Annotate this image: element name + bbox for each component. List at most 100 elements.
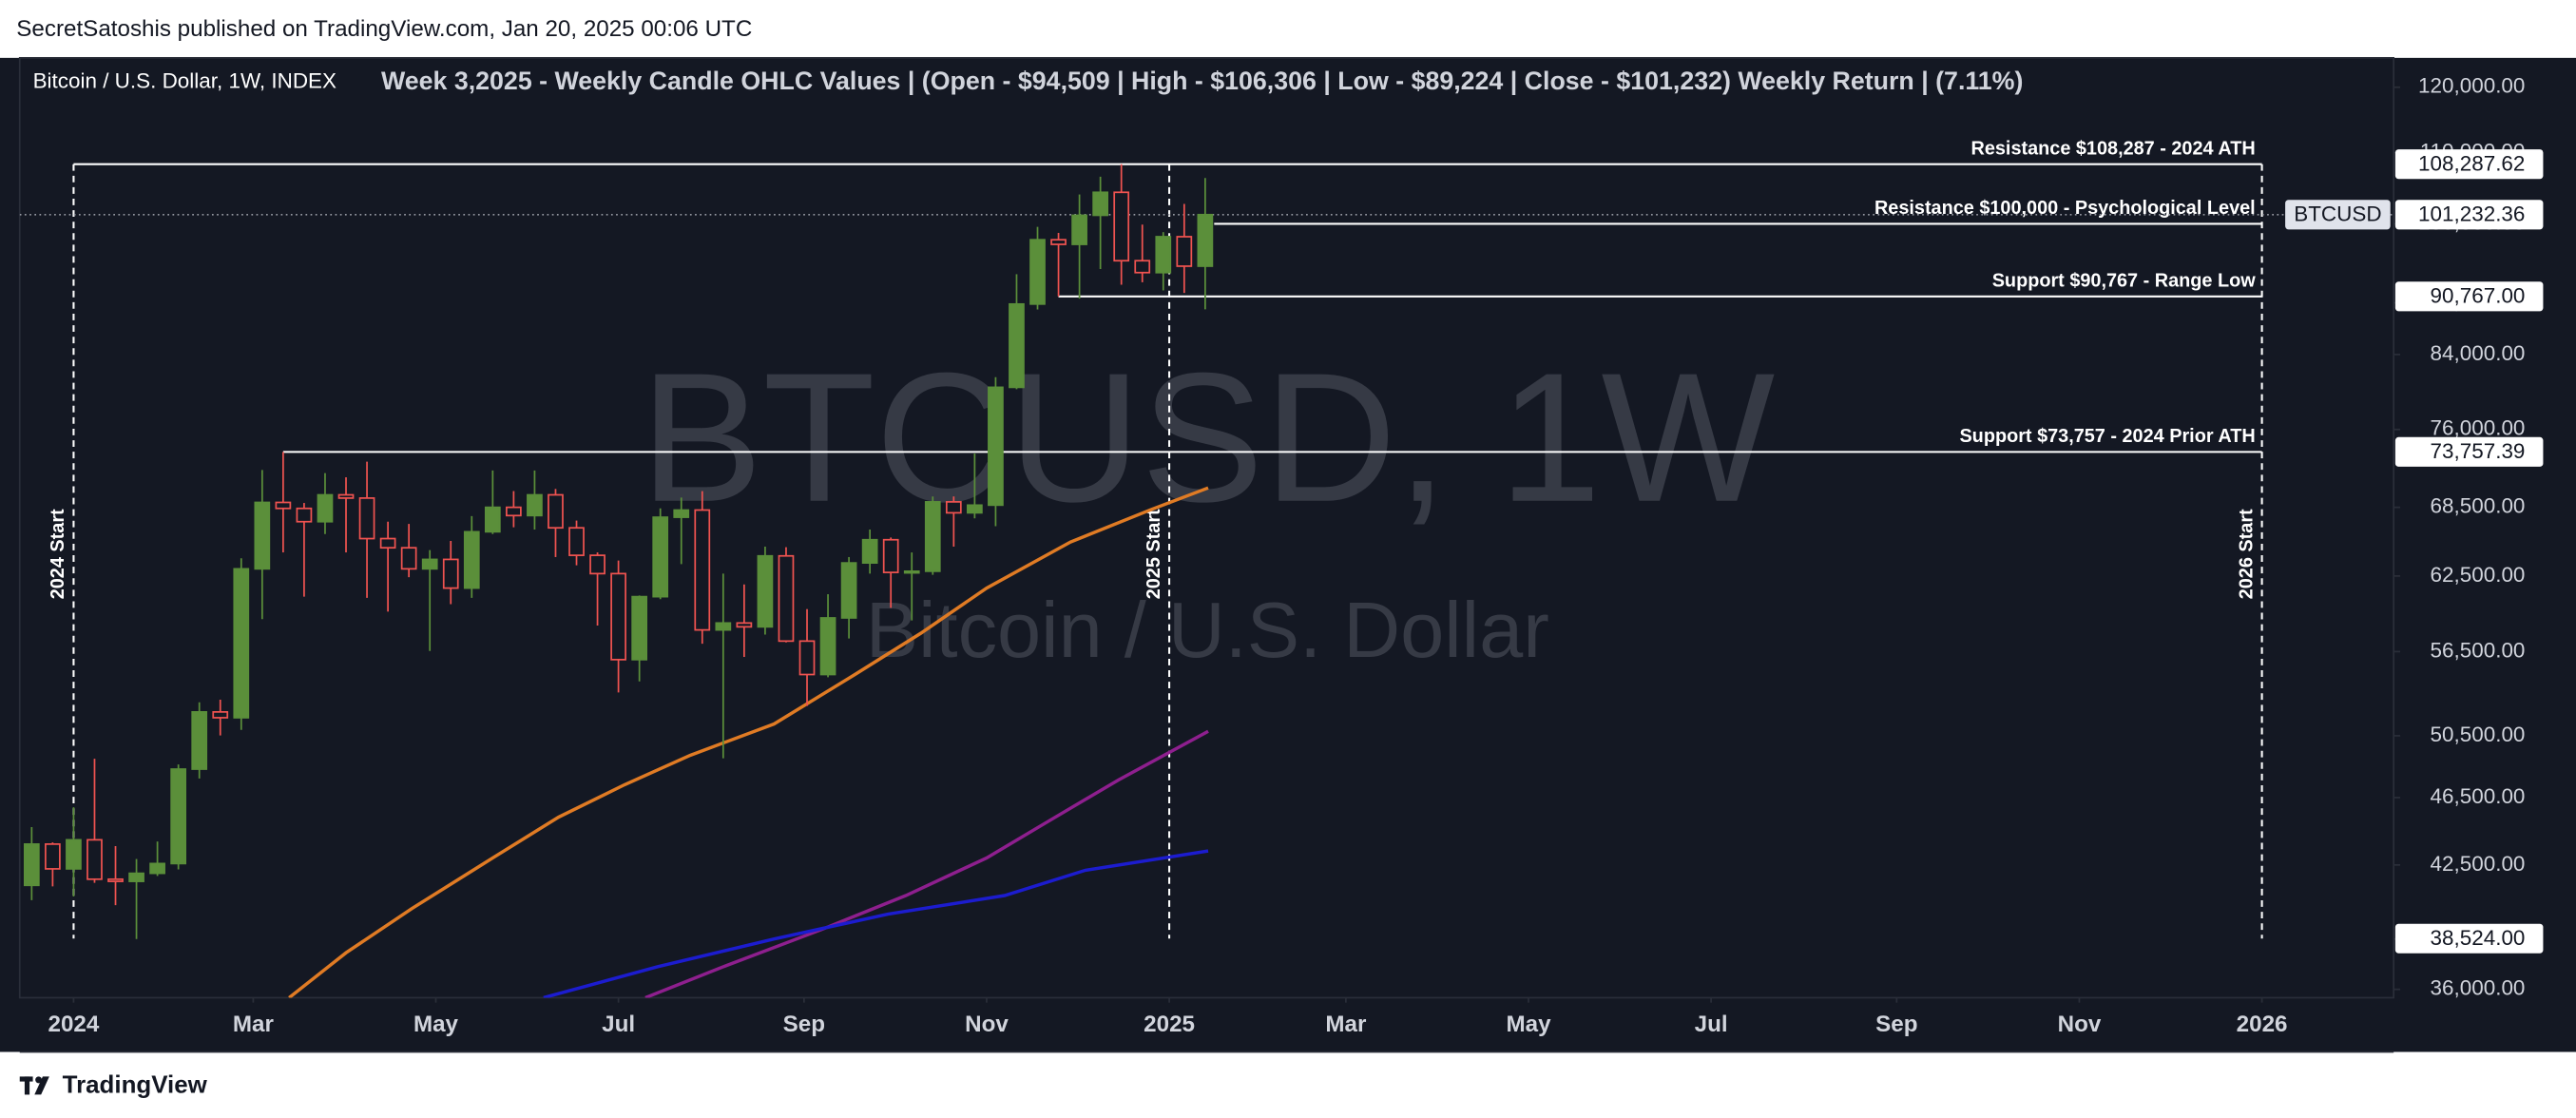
candle-body [254,501,271,570]
candle-body [421,558,438,570]
candle-body [1092,191,1109,217]
plot-layer: BTCUSD, 1W Bitcoin / U.S. Dollar 2024 St… [19,138,2394,998]
candle-body [882,538,899,573]
brand: TradingView [63,1072,208,1099]
candle-body [967,504,983,514]
candle-body [778,554,795,643]
x-tick-label: Nov [965,1012,1009,1037]
x-tick-label: Mar [1325,1012,1367,1037]
moving-average [288,486,1209,998]
candle-body [1050,239,1067,245]
x-tick-label: Sep [783,1012,825,1037]
candle-body [358,497,375,540]
candle-body [66,838,82,870]
range-low-price-label-box [2394,923,2544,954]
x-tick-label: 2026 [2237,1012,2288,1037]
candle-body [149,862,165,875]
y-tick-label: 120,000.00 [2418,74,2525,98]
candle-body [379,537,396,549]
candle-body [1155,236,1172,274]
candle-body [442,558,459,589]
y-tick-label: 50,500.00 [2431,723,2526,746]
candle-body [45,843,61,870]
last-price-tag-box [2285,200,2391,230]
level-label: Resistance $108,287 - 2024 ATH [1971,138,2256,159]
moving-average [644,729,1209,998]
candle-body [694,509,711,631]
level-price-label: 108,287.62 [2418,152,2525,176]
y-tick-label: 76,000.00 [2431,416,2526,440]
x-tick-label: May [413,1012,459,1037]
candle-body [589,554,606,575]
last-price-label: 101,232.36 [2418,202,2525,226]
x-tick-label: 2025 [1144,1012,1195,1037]
y-tick-label: 36,000.00 [2431,976,2526,1000]
candle-body [861,538,878,565]
candle-body [924,501,941,572]
candle-body [1197,213,1214,267]
candle-body [631,595,648,661]
level-price-label-box [2394,149,2544,180]
candle-body [840,562,857,619]
candle-body [548,493,564,530]
range-low-price-label: 38,524.00 [2431,926,2526,950]
level-price-label: 73,757.39 [2431,439,2526,463]
candle-body [1029,239,1046,305]
candle-body [1071,214,1087,245]
candle-body [715,622,732,631]
last-price-label-box [2394,200,2544,230]
y-tick-label: 46,500.00 [2431,784,2526,808]
level-label: Resistance $100,000 - Psychological Leve… [1874,198,2256,219]
candle-body [757,554,774,628]
candle-body [568,527,585,556]
watermark-subtitle: Bitcoin / U.S. Dollar [866,586,1549,674]
candle-body [1009,302,1025,389]
x-tick-label: Nov [2058,1012,2102,1037]
level-price-label-box [2394,281,2544,312]
brand-logo [19,1076,49,1095]
x-tick-label: May [1506,1012,1551,1037]
publisher: SecretSatoshis published on TradingView.… [16,16,752,42]
candle-body [988,386,1004,507]
candle-body [191,711,208,770]
candle-body [527,493,543,517]
candle-body [23,843,40,887]
watermark: BTCUSD, 1W [640,336,1775,541]
y-tick-label: 68,500.00 [2431,494,2526,518]
level-label: Support $90,767 - Range Low [1992,271,2257,292]
y-tick-label: 42,500.00 [2431,852,2526,876]
candle-body [233,568,250,719]
candle-body [337,493,355,499]
candle-body [463,530,480,589]
last-price-tag: BTCUSD [2294,202,2381,226]
level-price-label: 90,767.00 [2431,284,2526,308]
candle-body [610,572,626,661]
x-tick-label: Jul [602,1012,635,1037]
candle-body [652,516,669,598]
candle-body [903,569,920,574]
candle-body [212,711,229,719]
plot-border [18,56,2395,999]
candle-body [736,622,753,628]
y-tick-label: 84,000.00 [2431,341,2526,365]
overlay-layer: 120,000.00110,000.00100,000.0090,000.008… [48,74,2544,1037]
y-tick-label: 62,500.00 [2431,563,2526,587]
moving-average [543,849,1209,998]
candle-body [673,509,690,518]
vertical-marker-label: 2024 Start [48,509,68,599]
candle-body [506,506,522,517]
x-tick-label: Jul [1695,1012,1728,1037]
candle-body [1176,236,1193,267]
candle-body [798,640,816,676]
candle-body [400,547,417,570]
candle-body [128,872,144,882]
chart-title: Week 3,2025 - Weekly Candle OHLC Values … [381,67,2023,95]
y-tick-label: 56,500.00 [2431,638,2526,662]
candle-body [170,768,187,865]
candle-body [484,506,501,533]
x-tick-label: Mar [233,1012,275,1037]
candle-body [819,617,836,676]
x-tick-label: Sep [1875,1012,1917,1037]
x-tick-label: 2024 [48,1012,100,1037]
